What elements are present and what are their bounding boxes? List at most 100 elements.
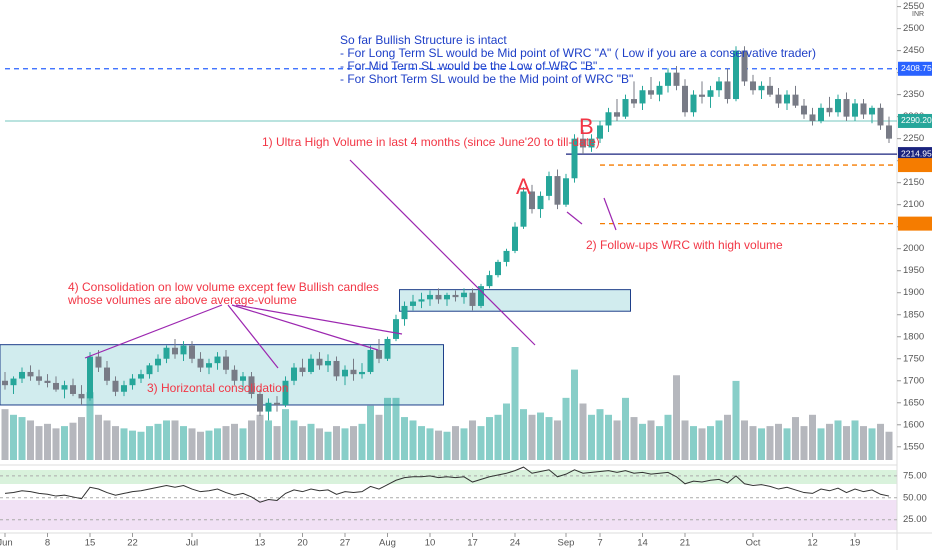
volume-bar — [630, 417, 638, 460]
arrows — [84, 159, 617, 369]
price-level-tag — [898, 158, 932, 173]
volume-bar — [27, 420, 34, 460]
rsi-lower-band — [0, 500, 897, 530]
volume-bar — [477, 426, 485, 460]
candle-body — [792, 94, 799, 106]
volume-bar — [163, 420, 170, 460]
y-tick-label: 2250 — [903, 133, 924, 144]
candle-body — [410, 301, 416, 306]
volume-bar — [299, 426, 306, 460]
volume-bar — [715, 420, 723, 460]
volume-bar — [273, 426, 281, 460]
x-tick-label: Jun — [0, 538, 13, 549]
candle-body — [53, 382, 59, 390]
volume-bar — [494, 414, 502, 460]
label-b: B — [579, 114, 594, 139]
volume-bar — [596, 409, 604, 460]
volume-bar — [885, 431, 893, 460]
y-tick-label: 1800 — [903, 331, 924, 342]
y-tick-label: 1600 — [903, 419, 924, 430]
candle-body — [27, 371, 34, 377]
volume-bar — [571, 369, 578, 460]
x-tick-label: 8 — [45, 538, 50, 549]
candle-body — [393, 319, 399, 339]
candle-body — [631, 99, 637, 104]
y-tick-label: 1550 — [903, 441, 924, 452]
volume-bar — [188, 428, 196, 460]
note: 2) Follow-ups WRC with high volume — [586, 238, 783, 252]
candle-body — [682, 85, 688, 113]
candle-body — [784, 94, 790, 104]
volume-bar — [44, 423, 51, 460]
candle-body — [588, 138, 595, 148]
volume-bar — [375, 414, 383, 460]
candle-body — [767, 85, 773, 95]
x-tick-label: Oct — [746, 538, 761, 549]
volume-bar — [112, 426, 119, 460]
x-tick-label: 15 — [85, 538, 96, 549]
candle-body — [155, 358, 161, 366]
candle-body — [707, 90, 714, 97]
candle-body — [427, 294, 433, 300]
y-tick-label: 1750 — [903, 353, 924, 364]
volume-bar — [698, 428, 706, 460]
arrow — [603, 197, 617, 231]
note: 3) Horizontal consolidation — [147, 381, 288, 395]
volume-bar — [248, 420, 255, 460]
volume-bar — [316, 428, 323, 460]
note: - For Short Term SL would be the Mid poi… — [340, 72, 633, 86]
candle-body — [240, 376, 246, 381]
volume-bar — [775, 423, 782, 460]
candle-body — [10, 378, 17, 386]
volume-bar — [78, 417, 85, 460]
volume-bar — [460, 428, 468, 460]
volume-bar — [222, 426, 230, 460]
x-tick-label: 13 — [255, 538, 266, 549]
candle-body — [138, 374, 144, 379]
candle-body — [537, 195, 544, 210]
candle-body — [70, 385, 76, 394]
candle-body — [350, 369, 357, 375]
volume-bar — [469, 420, 476, 460]
candle-body — [274, 402, 280, 405]
candle-body — [750, 81, 756, 91]
price-level-label: 2290.20 — [901, 115, 932, 125]
volume-bar — [690, 426, 697, 460]
x-tick-label: 19 — [850, 538, 861, 549]
volume-bar — [324, 431, 332, 460]
volume-bar — [877, 423, 884, 460]
volume-bar — [120, 428, 128, 460]
candle-body — [112, 380, 119, 392]
y-tick-label: 2450 — [903, 45, 924, 56]
volume-bar — [384, 397, 391, 460]
volume-bar — [401, 417, 408, 460]
volume-bar — [647, 420, 655, 460]
x-tick-label: Jul — [186, 538, 198, 549]
volume-bar — [205, 430, 213, 460]
volume-bar — [171, 420, 179, 460]
volume-bar — [333, 426, 340, 460]
volume-bar — [707, 426, 714, 460]
x-tick-label: 20 — [297, 538, 308, 549]
volume-bar — [528, 414, 536, 460]
candle-body — [478, 286, 484, 306]
volume-bar — [443, 431, 451, 460]
volume-bar — [554, 420, 561, 460]
x-tick-label: 7 — [597, 538, 602, 549]
volume-bar — [579, 403, 587, 460]
candle-body — [877, 107, 884, 126]
x-tick-label: 17 — [467, 538, 478, 549]
volume-bar — [452, 426, 459, 460]
candle-body — [665, 72, 671, 86]
volume-bar — [146, 426, 153, 460]
candle-body — [121, 385, 127, 392]
candle-body — [605, 112, 612, 126]
volume-bar — [231, 423, 238, 460]
volume-bar — [197, 431, 204, 460]
volume-bar — [520, 409, 527, 460]
candle-body — [257, 393, 263, 412]
candle-body — [597, 125, 603, 139]
volume-bar — [809, 414, 816, 460]
candle-body — [384, 338, 391, 359]
